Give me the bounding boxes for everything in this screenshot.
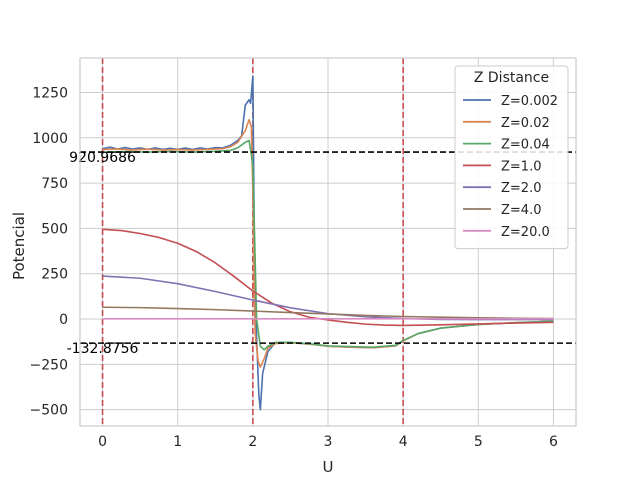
y-tick-label: 1250 [32,85,68,101]
legend-entry-label: Z=0.02 [501,116,550,131]
y-tick-label: −250 [30,357,68,373]
axes-frame [79,57,577,427]
x-tick-label: 1 [173,434,182,450]
y-ticks: −500 −250 0 250 500 750 1000 1250 [30,85,68,418]
series-line-z-0-04 [102,139,554,351]
x-ticks: 0 1 2 3 4 5 6 [98,434,558,450]
reference-line-label: -132.8756 [67,341,139,357]
legend: Z Distance Z=0.002 Z=0.02 Z=0.04 Z=1.0 Z=2.0 Z… [454,65,569,250]
y-tick-label: 0 [59,312,68,328]
x-axis-label: U [323,458,334,476]
legend-entry-label: Z=4.0 [501,203,541,218]
y-tick-label: −500 [30,403,68,419]
horizontal-reference-lines: 920.9686 -132.8756 [67,150,576,357]
y-axis-label: Potencial [10,212,28,280]
legend-box [454,65,569,250]
y-tick-label: 250 [41,267,68,283]
x-tick-label: 2 [248,434,257,450]
x-tick-label: 6 [549,434,558,450]
series-line-z-4-0 [102,306,554,320]
y-tick-label: 750 [41,176,68,192]
x-tick-label: 0 [98,434,107,450]
y-tick-label: 500 [41,221,68,237]
x-tick-label: 3 [324,434,333,450]
legend-entry-label: Z=0.04 [501,138,550,153]
legend-title: Z Distance [474,70,549,86]
legend-entry-label: Z=0.002 [501,94,558,109]
legend-entry-label: Z=20.0 [501,225,550,240]
reference-line-label: 920.9686 [69,150,136,166]
legend-entry-label: Z=2.0 [501,181,541,196]
x-tick-label: 5 [474,434,483,450]
legend-entry-label: Z=1.0 [501,159,541,174]
y-tick-label: 1000 [32,131,68,147]
x-tick-label: 4 [399,434,408,450]
plot-frame [79,57,577,427]
